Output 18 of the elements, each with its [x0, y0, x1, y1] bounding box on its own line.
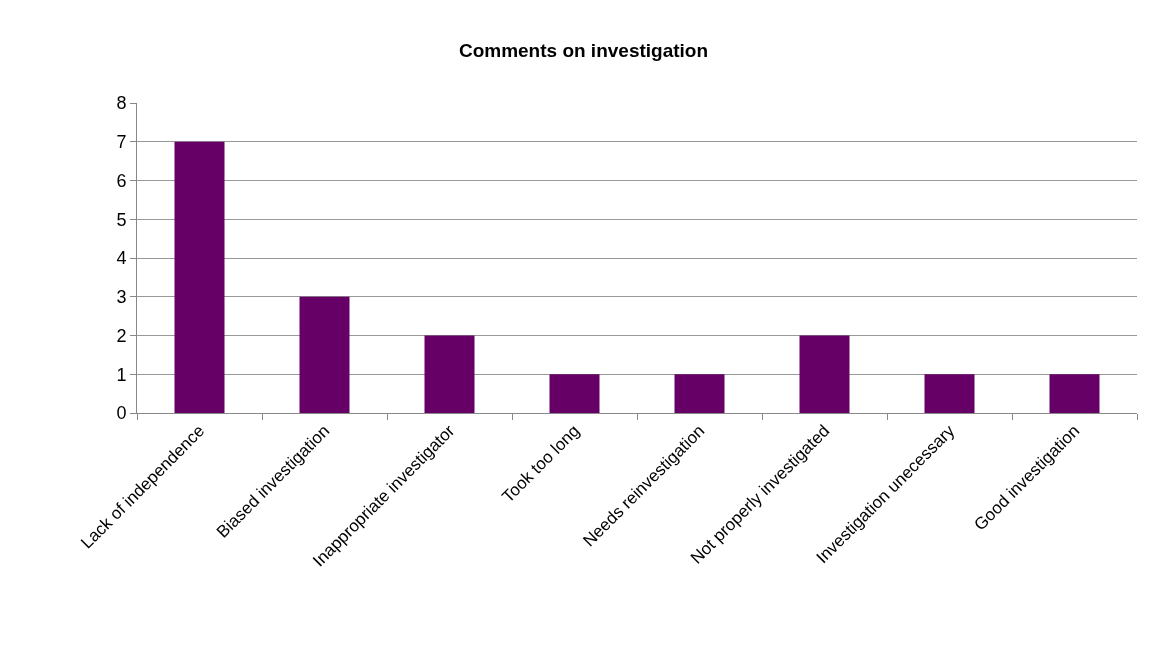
y-tick-label: 0: [116, 403, 127, 424]
y-tick-label: 6: [116, 170, 127, 191]
y-tick-label: 2: [116, 325, 127, 346]
bar: [924, 374, 975, 413]
bar: [799, 335, 850, 413]
bar: [1049, 374, 1100, 413]
chart-title: Comments on investigation: [458, 39, 709, 61]
bar: [174, 141, 225, 413]
bar: [299, 296, 350, 413]
y-tick-label: 7: [116, 132, 127, 153]
y-tick-label: 5: [116, 209, 127, 230]
y-tick-label: 8: [116, 93, 127, 114]
y-tick-label: 1: [116, 364, 127, 385]
bar: [674, 374, 725, 413]
bar: [549, 374, 600, 413]
bar: [424, 335, 475, 413]
y-tick-label: 3: [116, 287, 127, 308]
y-tick-label: 4: [116, 248, 127, 269]
